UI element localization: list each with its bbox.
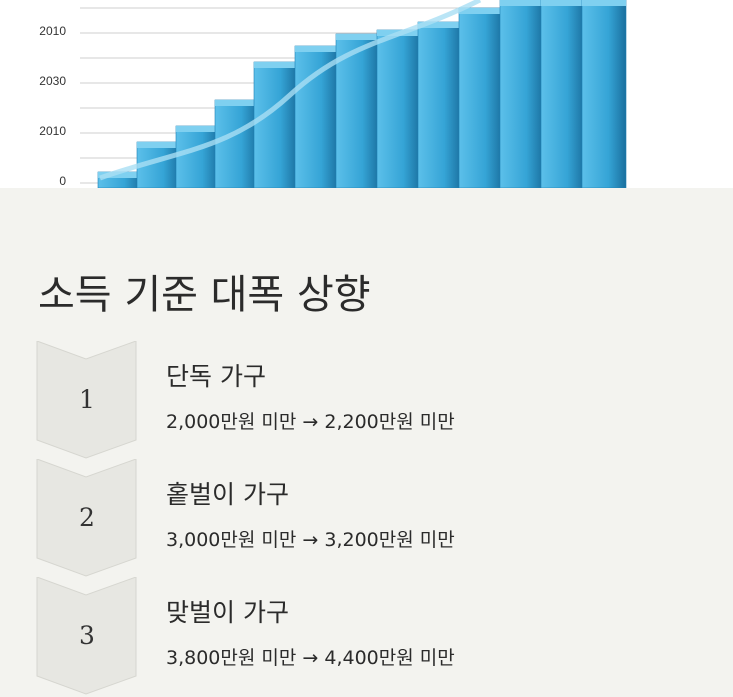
item-detail: 3,800만원 미만 → 4,400만원 미만 [166,647,455,669]
list-item: 2 홑벌이 가구 3,000만원 미만 → 3,200만원 미만 [0,459,733,577]
image-bar [499,0,545,188]
image-axis-label: 0 [59,174,66,188]
image-bar [417,21,463,188]
item-number: 2 [79,503,95,532]
item-heading: 단독 가구 [166,362,266,391]
image-bar [581,0,627,188]
image-bar-top [459,8,503,14]
image-bar-top [418,22,462,28]
chevron [36,459,137,577]
image-bar [294,45,340,188]
image-bar-top [500,0,544,6]
image-axis-label: 2010 [39,124,66,138]
hero-image: 2010 2030 2010 0 [0,0,733,188]
image-bar-top [215,100,259,106]
image-bar [253,61,299,188]
image-bar-top [582,0,626,6]
chevron-shape [36,459,137,577]
image-bar-top [541,0,585,6]
chevron-shape [36,341,137,459]
item-detail: 3,000만원 미만 → 3,200만원 미만 [166,529,455,551]
image-bar [214,99,260,188]
chevron [36,341,137,459]
image-bar-top [176,126,220,132]
image-bar [540,0,586,188]
item-heading: 맞벌이 가구 [166,598,289,627]
image-bar-top [295,46,339,52]
image-axis-label: 2030 [39,74,66,88]
chevron [36,577,137,695]
item-detail: 2,000만원 미만 → 2,200만원 미만 [166,411,455,433]
image-bar-top [254,62,298,68]
list-item: 3 맞벌이 가구 3,800만원 미만 → 4,400만원 미만 [0,577,733,695]
list-item: 1 단독 가구 2,000만원 미만 → 2,200만원 미만 [0,341,733,459]
image-bar [175,125,221,188]
item-heading: 홑벌이 가구 [166,480,289,509]
image-bar [458,7,504,188]
image-bar [376,29,422,188]
chevron-shape [36,577,137,695]
image-bar-top [336,34,380,40]
image-axis-label: 2010 [39,24,66,38]
section-title: 소득 기준 대폭 상향 [38,272,371,318]
image-bar-top [98,172,142,178]
item-number: 1 [79,385,95,414]
trend-line [99,0,482,181]
item-number: 3 [79,621,95,650]
image-bar-top [137,142,181,148]
